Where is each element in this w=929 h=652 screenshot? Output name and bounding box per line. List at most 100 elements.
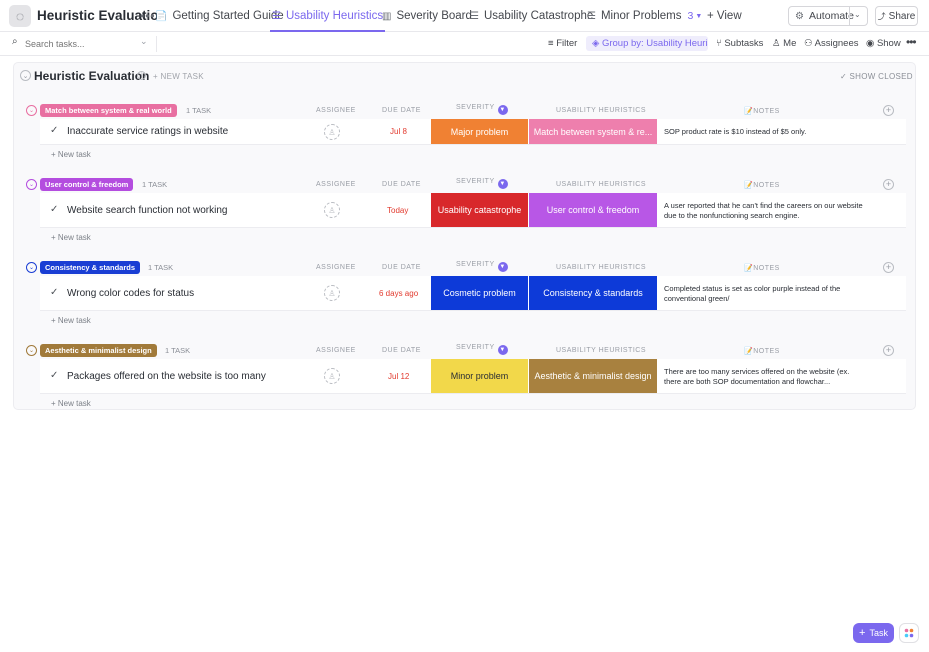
share-button[interactable]: ⤴ Share: [875, 6, 918, 26]
task-name[interactable]: Packages offered on the website is too m…: [67, 371, 266, 382]
new-task-button[interactable]: + NEW TASK: [153, 72, 204, 81]
due-date[interactable]: Jul 12: [388, 372, 410, 381]
chevron-down-icon[interactable]: ⌄: [140, 36, 148, 46]
check-icon[interactable]: ✓: [50, 287, 59, 298]
new-task-link[interactable]: + New task: [51, 150, 91, 159]
due-date[interactable]: Today: [387, 206, 409, 215]
show-button[interactable]: ◉ Show: [866, 38, 901, 49]
severity-cell[interactable]: Usability catastrophe: [431, 193, 528, 227]
column-header-severity[interactable]: SEVERITY ▼: [456, 344, 508, 355]
more-options-icon[interactable]: •••: [906, 35, 917, 49]
column-header-severity[interactable]: SEVERITY ▼: [456, 104, 508, 115]
chevron-down-icon: ▼: [497, 262, 508, 272]
collapse-icon[interactable]: ⌄: [26, 345, 37, 356]
more-options-icon[interactable]: •••: [140, 9, 156, 23]
users-icon: ⚇: [804, 38, 815, 49]
add-task-button[interactable]: + Task: [853, 623, 894, 643]
column-header-assignee[interactable]: ASSIGNEE: [316, 181, 356, 188]
assignee-avatar-icon[interactable]: ♙: [324, 368, 340, 384]
severity-cell[interactable]: Major problem: [431, 119, 528, 144]
column-header-due-date[interactable]: DUE DATE: [382, 107, 421, 114]
column-header-due-date[interactable]: DUE DATE: [382, 264, 421, 271]
table-row[interactable]: ✓ Packages offered on the website is too…: [40, 359, 906, 394]
filter-button[interactable]: ≡ Filter: [548, 38, 577, 49]
tab-severity-board[interactable]: ▥ Severity Board: [382, 0, 472, 32]
grid-icon: [904, 628, 914, 638]
tab-usability-catastrophe[interactable]: ☰ Usability Catastrophe: [470, 0, 593, 32]
column-header-heuristics[interactable]: USABILITY HEURISTICS: [556, 181, 647, 188]
severity-cell[interactable]: Minor problem: [431, 359, 528, 393]
notes-cell[interactable]: SOP product rate is $10 instead of $5 on…: [664, 127, 807, 136]
tab-getting-started[interactable]: 📄 Getting Started Guide: [155, 0, 284, 32]
group-label[interactable]: Aesthetic & minimalist design: [40, 344, 157, 357]
severity-cell[interactable]: Cosmetic problem: [431, 276, 528, 310]
check-icon[interactable]: ✓: [50, 125, 59, 136]
info-icon[interactable]: i: [137, 71, 146, 80]
column-header-heuristics[interactable]: USABILITY HEURISTICS: [556, 347, 647, 354]
collapse-icon[interactable]: ⌄: [26, 105, 37, 116]
add-column-icon[interactable]: +: [883, 179, 894, 190]
heuristic-cell[interactable]: Aesthetic & minimalist design: [529, 359, 657, 393]
due-date[interactable]: Jul 8: [390, 127, 407, 136]
table-row[interactable]: ✓ Wrong color codes for status ♙ 6 days …: [40, 276, 906, 311]
notes-cell[interactable]: Completed status is set as color purple …: [664, 284, 841, 303]
task-name[interactable]: Wrong color codes for status: [67, 288, 195, 299]
apps-icon[interactable]: [899, 623, 919, 643]
task-name[interactable]: Website search function not working: [67, 205, 228, 216]
check-icon[interactable]: ✓: [50, 204, 59, 215]
automate-button[interactable]: ⚙ Automate ⌄: [788, 6, 868, 26]
table-row[interactable]: ✓ Website search function not working ♙ …: [40, 193, 906, 228]
new-task-link[interactable]: + New task: [51, 233, 91, 242]
assignees-button[interactable]: ⚇ Assignees: [804, 38, 858, 49]
column-header-notes[interactable]: 📝NOTES: [744, 348, 780, 355]
column-header-severity[interactable]: SEVERITY ▼: [456, 178, 508, 189]
collapse-icon[interactable]: ⌄: [20, 70, 31, 81]
me-button[interactable]: ♙ Me: [772, 38, 796, 49]
column-header-due-date[interactable]: DUE DATE: [382, 181, 421, 188]
assignee-avatar-icon[interactable]: ♙: [324, 285, 340, 301]
column-header-assignee[interactable]: ASSIGNEE: [316, 264, 356, 271]
space-icon[interactable]: ◌: [9, 5, 31, 27]
search-input[interactable]: [25, 37, 135, 50]
assignee-avatar-icon[interactable]: ♙: [324, 202, 340, 218]
heuristic-cell[interactable]: User control & freedom: [529, 193, 657, 227]
column-header-due-date[interactable]: DUE DATE: [382, 347, 421, 354]
column-header-notes[interactable]: 📝NOTES: [744, 182, 780, 189]
group-count: 1 TASK: [142, 180, 168, 189]
add-view-button[interactable]: + View: [707, 10, 742, 22]
check-icon[interactable]: ✓: [50, 370, 59, 381]
group-label[interactable]: User control & freedom: [40, 178, 134, 191]
notes-cell[interactable]: There are too many services offered on t…: [664, 367, 850, 386]
tab-usability-heuristics[interactable]: ☰ Usability Heuristics: [270, 0, 386, 32]
table-row[interactable]: ✓ Inaccurate service ratings in website …: [40, 119, 906, 145]
group-by-button[interactable]: ◈ Group by: Usability Heuris...: [586, 36, 708, 51]
notes-cell[interactable]: A user reported that he can't find the c…: [664, 201, 863, 220]
group-label[interactable]: Match between system & real world: [40, 104, 177, 117]
add-column-icon[interactable]: +: [883, 105, 894, 116]
column-header-heuristics[interactable]: USABILITY HEURISTICS: [556, 107, 647, 114]
column-header-severity[interactable]: SEVERITY ▼: [456, 261, 508, 272]
column-header-notes[interactable]: 📝NOTES: [744, 108, 780, 115]
new-task-link[interactable]: + New task: [51, 399, 91, 408]
column-header-assignee[interactable]: ASSIGNEE: [316, 347, 356, 354]
due-date[interactable]: 6 days ago: [379, 289, 419, 298]
group-label[interactable]: Consistency & standards: [40, 261, 141, 274]
add-column-icon[interactable]: +: [883, 345, 894, 356]
column-header-assignee[interactable]: ASSIGNEE: [316, 107, 356, 114]
assignee-avatar-icon[interactable]: ♙: [324, 124, 340, 140]
collapse-icon[interactable]: ⌄: [26, 179, 37, 190]
collapse-icon[interactable]: ⌄: [26, 262, 37, 273]
task-name[interactable]: Inaccurate service ratings in website: [67, 126, 229, 137]
show-closed-button[interactable]: ✓ SHOW CLOSED: [840, 72, 913, 81]
heuristic-cell[interactable]: Consistency & standards: [529, 276, 657, 310]
column-header-notes[interactable]: 📝NOTES: [744, 265, 780, 272]
chevron-down-icon[interactable]: ⌄: [854, 10, 861, 19]
subtasks-button[interactable]: ⑂ Subtasks: [716, 38, 763, 49]
new-task-link[interactable]: + New task: [51, 316, 91, 325]
add-column-icon[interactable]: +: [883, 262, 894, 273]
column-header-heuristics[interactable]: USABILITY HEURISTICS: [556, 264, 647, 271]
heuristic-cell[interactable]: Match between system & re...: [529, 119, 657, 144]
tab-minor-problems[interactable]: ☰ Minor Problems 3 ▼: [587, 0, 702, 32]
tab-count-badge: 3: [687, 10, 694, 22]
user-icon: ♙: [772, 38, 784, 49]
